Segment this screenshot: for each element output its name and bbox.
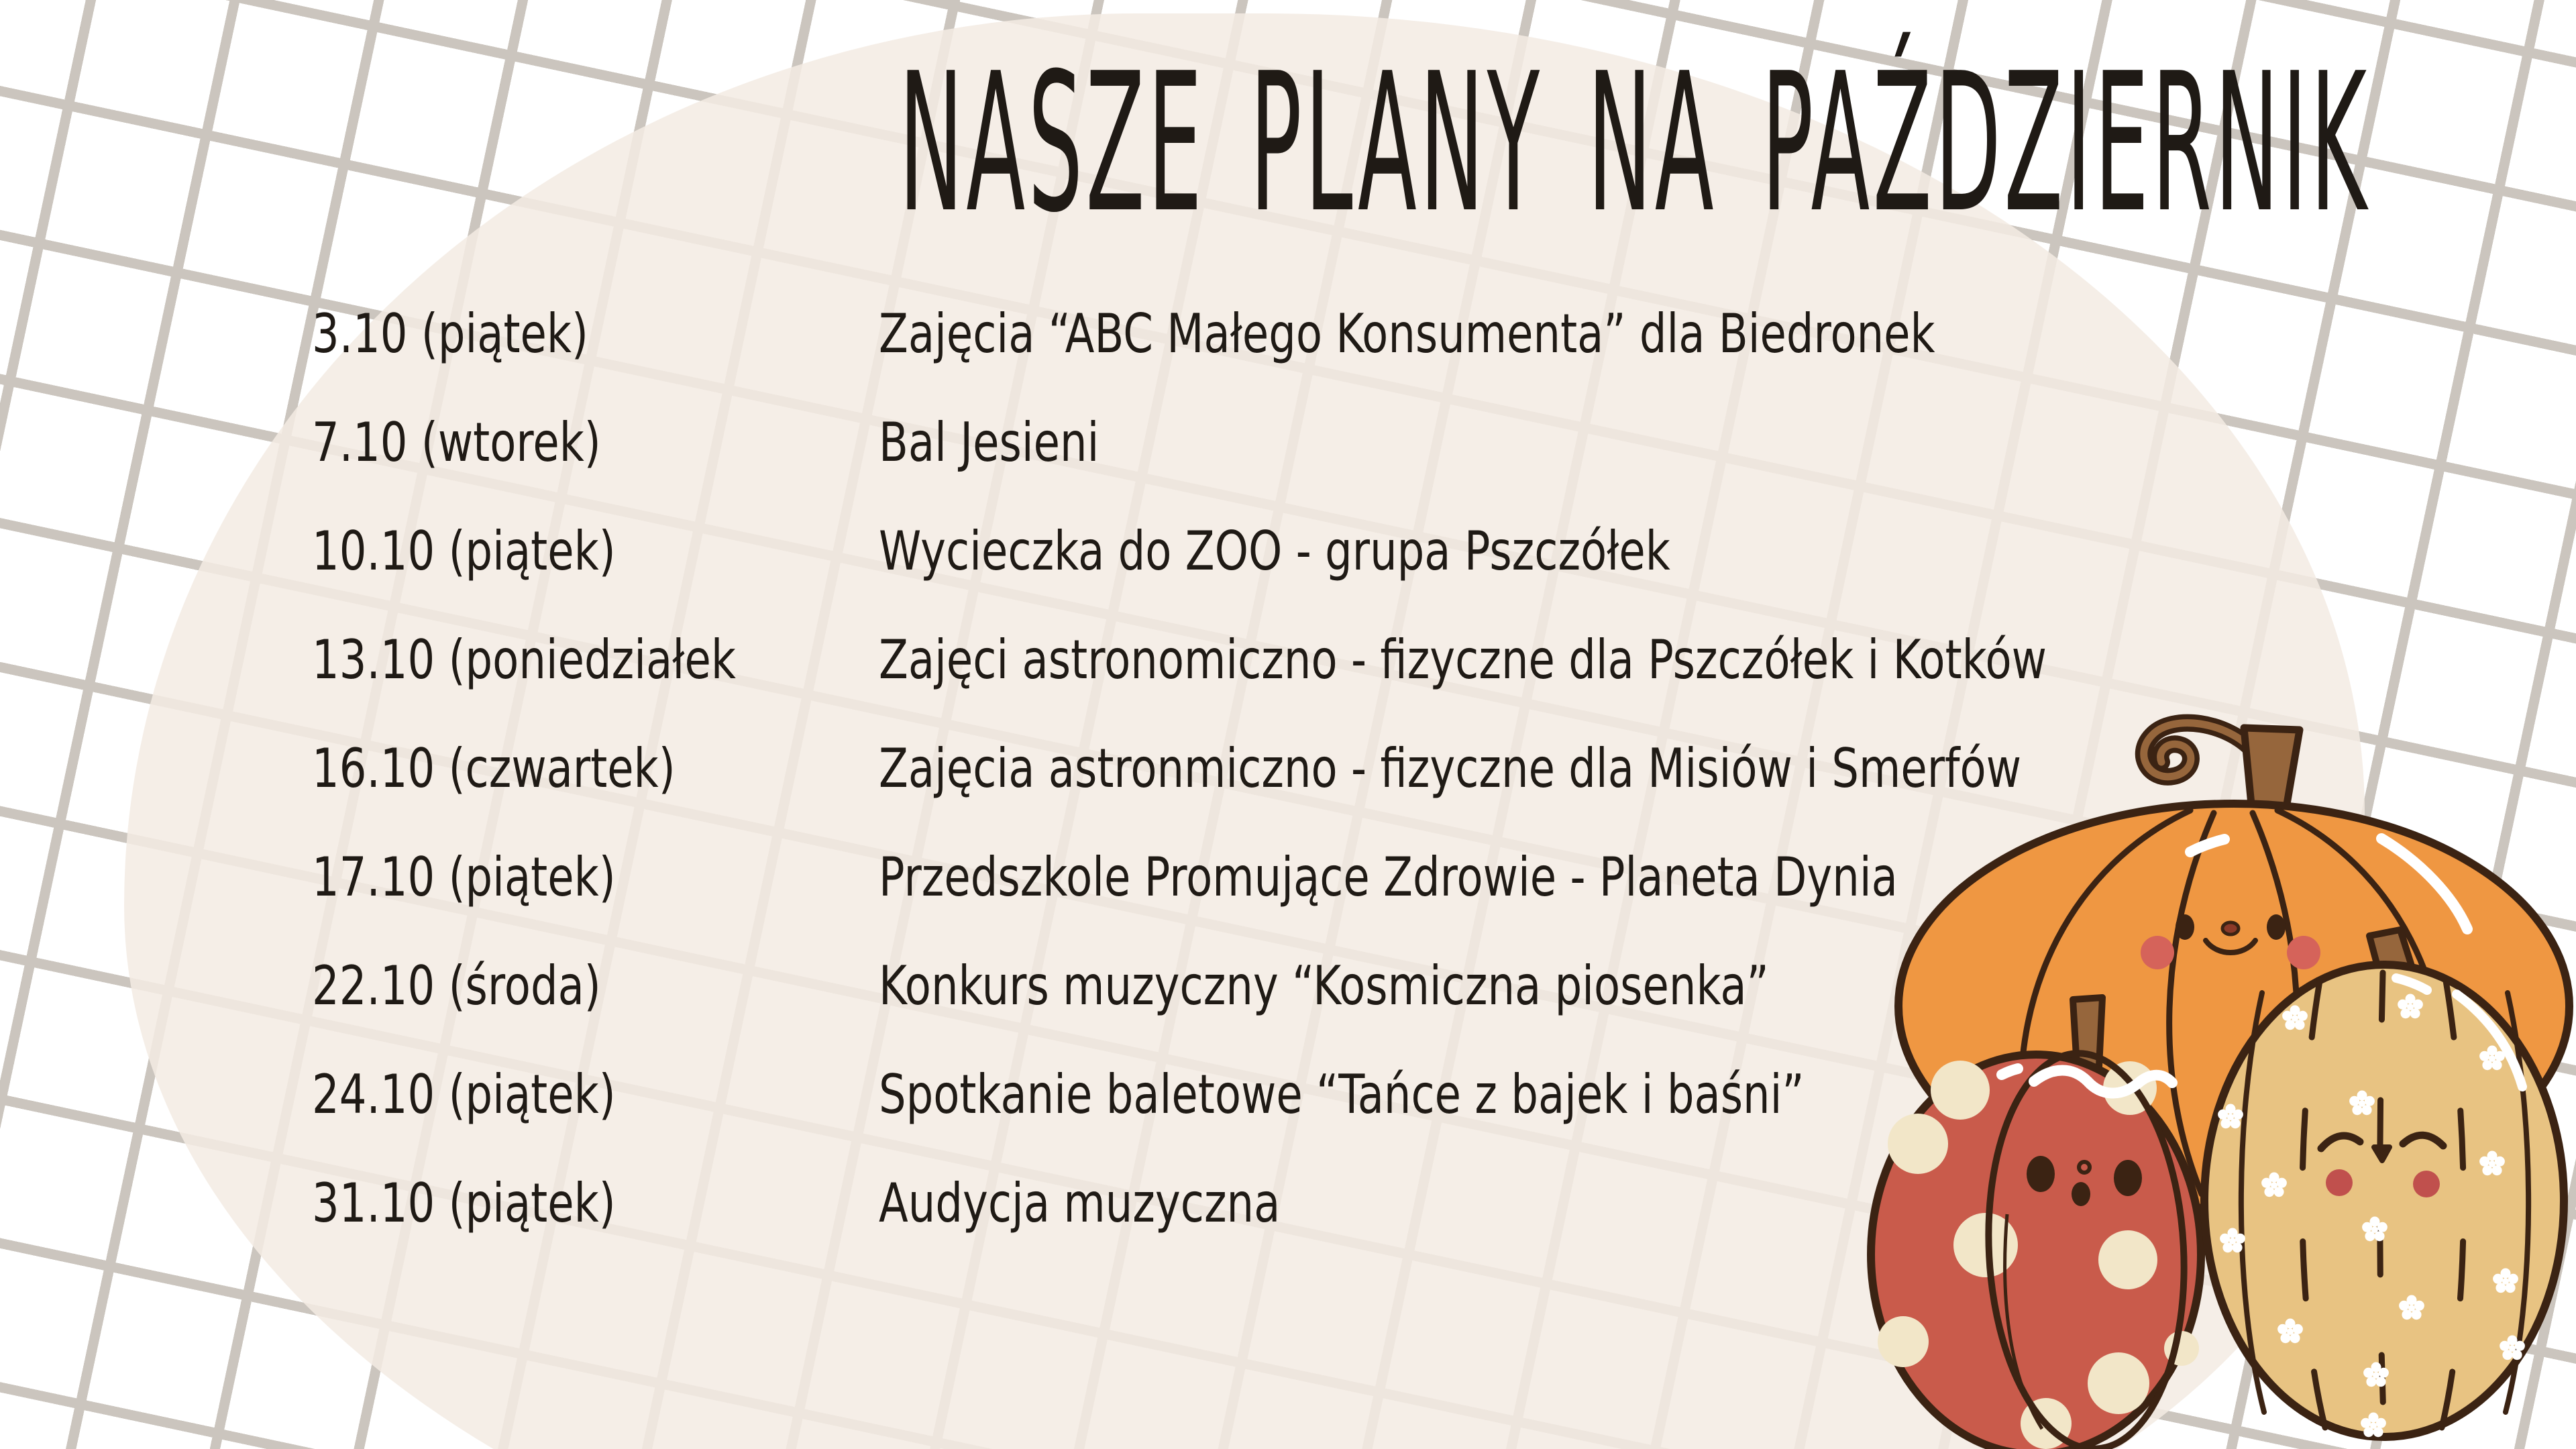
tan-pumpkin-highlights [2392,973,2527,1091]
eye [2267,914,2286,940]
event-date: 17.10 (piątek) [312,846,616,908]
event-date: 7.10 (wtorek) [312,411,601,474]
event-description: Zajęcia “ABC Małego Konsumenta” dla Bied… [879,303,1935,365]
orange-pumpkin-face [2141,914,2320,969]
schedule-row: 16.10 (czwartek) Zajęcia astronmiczno - … [0,735,2576,802]
schedule-row: 17.10 (piątek) Przedszkole Promujące Zdr… [0,844,2576,911]
title-area: NASZE PLANY NA PAŹDZIERNIK [0,32,2576,255]
cheek [2326,1169,2353,1196]
nose [2220,920,2241,936]
event-date: 24.10 (piątek) [312,1063,616,1126]
eye [2176,914,2194,940]
event-description: Bal Jesieni [879,411,1099,474]
schedule-row: 31.10 (piątek) Audycja muzyczna [0,1170,2576,1237]
event-description: Zajęcia astronmiczno - fizyczne dla Misi… [879,737,2022,800]
event-description: Spotkanie baletowe “Tańce z bajek i baśn… [879,1063,1805,1126]
event-description: Konkurs muzyczny “Kosmiczna piosenka” [879,955,1769,1017]
orange-pumpkin-highlights [2185,833,2473,934]
event-description: Przedszkole Promujące Zdrowie - Planeta … [879,846,1898,908]
red-pumpkin-body [1867,1051,2205,1449]
eye [2027,1156,2055,1192]
red-pumpkin-inner-line [2003,1214,2044,1430]
red-pumpkin-highlights [1996,1063,2178,1099]
schedule-row: 3.10 (piątek) Zajęcia “ABC Małego Konsum… [0,301,2576,368]
closed-eye [2399,1131,2447,1150]
event-description: Audycja muzyczna [879,1172,1281,1234]
schedule-row: 10.10 (piątek) Wycieczka do ZOO - grupa … [0,518,2576,585]
red-polka-pumpkin [1867,994,2205,1449]
pumpkins-illustration [1867,714,2573,1449]
event-date: 22.10 (środa) [312,955,601,1017]
red-pumpkin-face [2027,1156,2142,1206]
nose [2371,1144,2392,1163]
mouth [2072,1182,2090,1206]
tan-daisy-pumpkin [2200,926,2568,1441]
smile [2203,938,2258,955]
event-date: 31.10 (piątek) [312,1172,616,1234]
event-description: Zajęci astronomiczno - fizyczne dla Pszc… [879,629,2047,691]
cheek [2141,936,2174,969]
schedule-row: 22.10 (środa) Konkurs muzyczny “Kosmiczn… [0,953,2576,1020]
event-date: 13.10 (poniedziałek [312,629,736,691]
schedule-row: 13.10 (poniedziałek Zajęci astronomiczno… [0,627,2576,694]
eye [2114,1160,2142,1196]
closed-eye [2317,1132,2364,1152]
tan-pumpkin-body [2200,961,2568,1441]
cheek [2413,1171,2440,1197]
cheek [2287,936,2320,969]
event-date: 3.10 (piątek) [312,303,588,365]
page-title: NASZE PLANY NA PAŹDZIERNIK [898,32,2370,255]
event-description: Wycieczka do ZOO - grupa Pszczółek [879,520,1670,582]
schedule-row: 24.10 (piątek) Spotkanie baletowe “Tańce… [0,1061,2576,1128]
tan-pumpkin-face [2317,1131,2447,1197]
nose [2077,1160,2092,1175]
schedule-row: 7.10 (wtorek) Bal Jesieni [0,409,2576,476]
event-date: 10.10 (piątek) [312,520,616,582]
pumpkin-tendril-fill [2140,719,2258,781]
event-date: 16.10 (czwartek) [312,737,676,800]
